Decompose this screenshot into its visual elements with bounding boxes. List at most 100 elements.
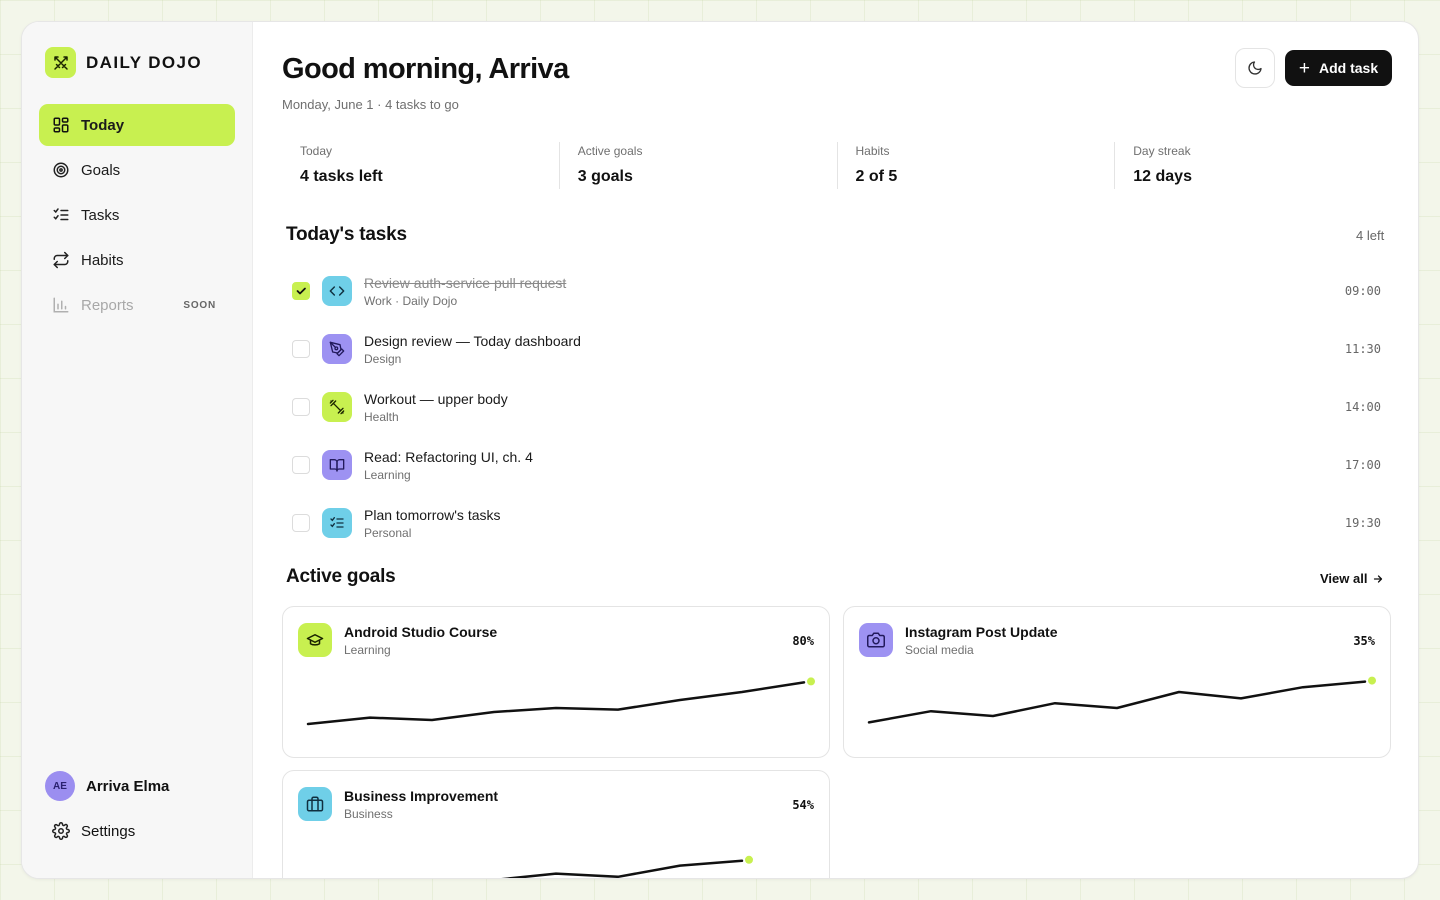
soon-badge: SOON [183, 299, 216, 311]
sidebar-item-tasks[interactable]: Tasks [39, 194, 235, 236]
pen-tool-icon [322, 334, 352, 364]
task-time: 11:30 [1344, 342, 1381, 356]
add-task-label: Add task [1318, 60, 1379, 76]
task-time: 09:00 [1344, 284, 1381, 298]
page-subtitle: Monday, June 1 · 4 tasks to go [282, 97, 459, 112]
grid-icon [53, 117, 69, 133]
task-row[interactable]: Plan tomorrow's tasks Personal 19:30 [292, 494, 1381, 552]
bar-chart-icon [53, 297, 69, 313]
sparkline-path [867, 680, 1367, 724]
sparkline-end-dot [807, 677, 815, 686]
book-icon [322, 450, 352, 480]
task-checkbox[interactable] [292, 456, 310, 474]
goal-card[interactable]: Business Improvement Business 54% [282, 770, 830, 878]
tasks-left-count: 4 left [1356, 228, 1385, 243]
task-row[interactable]: Read: Refactoring UI, ch. 4 Learning 17:… [292, 436, 1381, 494]
avatar: AE [45, 771, 75, 801]
stats-row: Today 4 tasks left Active goals 3 goals … [282, 142, 1392, 189]
stat-value: 4 tasks left [300, 168, 383, 185]
task-title: Read: Refactoring UI, ch. 4 [364, 448, 533, 465]
stat-value: 2 of 5 [855, 168, 898, 185]
app-window: DAILY DOJO Today Goals Tasks Habits Repo… [21, 21, 1419, 879]
task-meta: Learning [364, 467, 411, 482]
user-profile[interactable]: AE Arriva Elma [45, 771, 169, 801]
sidebar-item-goals[interactable]: Goals [39, 149, 235, 191]
plus-icon: + [1298, 57, 1310, 79]
moon-icon [1248, 61, 1262, 75]
gear-icon [52, 822, 70, 840]
task-time: 14:00 [1344, 400, 1381, 414]
settings-button[interactable]: Settings [52, 822, 135, 840]
task-checkbox[interactable] [292, 398, 310, 416]
stat-label: Habits [855, 144, 890, 158]
sidebar-nav: Today Goals Tasks Habits Reports SOON [39, 104, 235, 329]
goal-percent: 35% [1353, 634, 1375, 648]
task-time: 19:30 [1344, 516, 1381, 530]
sidebar-item-label: Habits [81, 251, 124, 269]
task-row[interactable]: Workout — upper body Health 14:00 [292, 378, 1381, 436]
sidebar-item-reports: Reports SOON [39, 284, 235, 326]
sidebar: DAILY DOJO Today Goals Tasks Habits Repo… [22, 22, 253, 878]
goal-card[interactable]: Android Studio Course Learning 80% [282, 606, 830, 758]
goal-sparkline [501, 855, 753, 878]
sidebar-item-label: Goals [81, 161, 121, 179]
code-icon [322, 276, 352, 306]
goal-percent: 54% [792, 798, 814, 812]
main-content: Good morning, Arriva Monday, June 1 · 4 … [253, 22, 1418, 878]
sparkline-end-dot [745, 855, 753, 864]
sidebar-item-today[interactable]: Today [39, 104, 235, 146]
graduation-cap-icon [298, 623, 332, 657]
brand[interactable]: DAILY DOJO [45, 47, 202, 78]
target-icon [53, 162, 69, 178]
stat-active-goals: Active goals 3 goals [558, 142, 837, 189]
task-checkbox[interactable] [292, 340, 310, 358]
stat-value: 3 goals [577, 168, 633, 185]
goal-title: Instagram Post Update [905, 623, 1058, 640]
task-meta: Personal [364, 525, 412, 540]
sidebar-item-label: Today [81, 116, 125, 134]
stat-value: 12 days [1133, 168, 1192, 185]
goal-category: Social media [905, 642, 974, 657]
theme-toggle-button[interactable] [1235, 48, 1275, 88]
user-name: Arriva Elma [86, 777, 170, 795]
task-row[interactable]: Design review — Today dashboard Design 1… [292, 320, 1381, 378]
goal-category: Learning [344, 642, 391, 657]
task-checkbox[interactable] [292, 282, 310, 300]
goals-section-title: Active goals [286, 566, 396, 587]
add-task-button[interactable]: + Add task [1285, 50, 1392, 86]
goal-sparkline [867, 676, 1376, 724]
task-checkbox[interactable] [292, 514, 310, 532]
task-title: Design review — Today dashboard [364, 332, 581, 349]
task-time: 17:00 [1344, 458, 1381, 472]
list-checks-icon [322, 508, 352, 538]
task-meta: Health [364, 409, 399, 424]
crossed-swords-icon [45, 47, 76, 78]
stat-label: Today [300, 144, 333, 158]
check-icon [296, 287, 306, 295]
goal-category: Business [344, 806, 393, 821]
repeat-icon [53, 251, 69, 269]
arrow-right-icon [1374, 574, 1383, 583]
page-title: Good morning, Arriva [282, 53, 569, 85]
brand-name: DAILY DOJO [86, 52, 203, 72]
task-list: Review auth-service pull request Work · … [292, 262, 1381, 552]
task-row[interactable]: Review auth-service pull request Work · … [292, 262, 1381, 320]
tasks-section-title: Today's tasks [286, 224, 407, 245]
sidebar-item-label: Reports [81, 296, 134, 314]
task-title: Review auth-service pull request [364, 274, 567, 291]
stat-label: Active goals [577, 144, 643, 158]
task-title: Plan tomorrow's tasks [364, 506, 501, 523]
sidebar-item-habits[interactable]: Habits [39, 239, 235, 281]
view-all-goals-link[interactable]: View all [1320, 571, 1384, 586]
sidebar-item-label: Tasks [81, 206, 120, 224]
goal-percent: 80% [792, 634, 814, 648]
sparkline-path [306, 681, 806, 726]
stat-label: Day streak [1133, 144, 1191, 158]
stat-day-streak: Day streak 12 days [1114, 142, 1392, 189]
dumbbell-icon [322, 392, 352, 422]
briefcase-icon [298, 787, 332, 821]
view-all-label: View all [1320, 571, 1368, 586]
sparkline-end-dot [1368, 676, 1376, 685]
goal-card[interactable]: Instagram Post Update Social media 35% [843, 606, 1391, 758]
stat-today: Today 4 tasks left [282, 142, 559, 189]
